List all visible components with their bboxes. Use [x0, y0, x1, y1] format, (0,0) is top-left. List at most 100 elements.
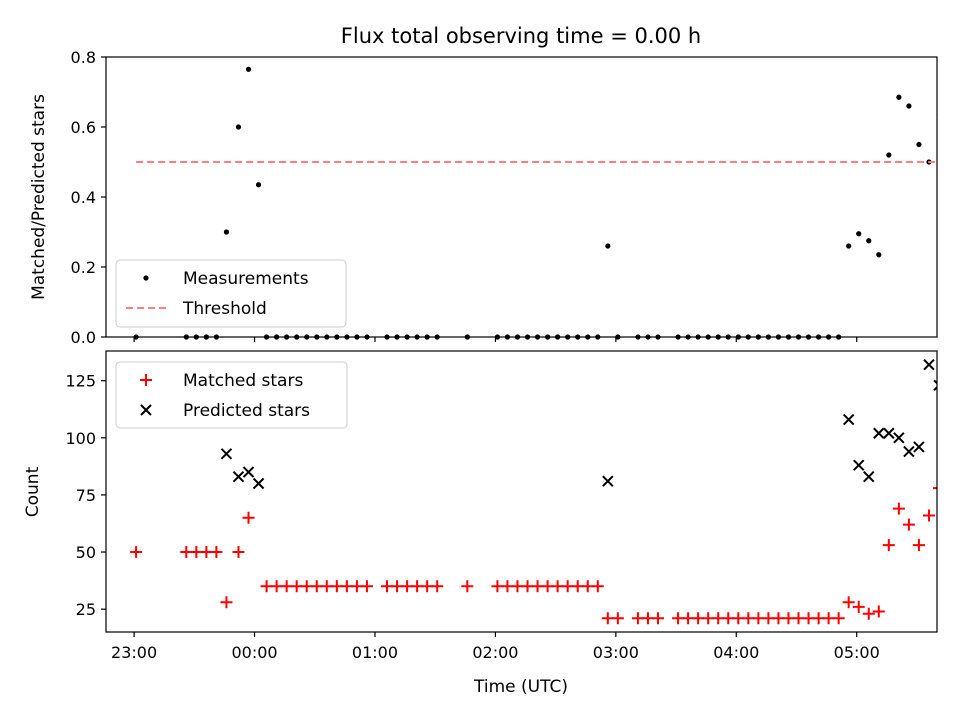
top-legend: Measurements Threshold [115, 259, 347, 328]
matched-stars-point [712, 612, 725, 625]
matched-stars-point [551, 580, 564, 593]
top-y-tick-label: 0.2 [71, 258, 96, 277]
predicted-stars-point [842, 413, 855, 426]
matched-stars-point [782, 612, 795, 625]
bottom-y-axis-label: Count [23, 466, 43, 517]
bottom-x-axis-label: Time (UTC) [473, 677, 568, 697]
bottom-y-tick-label: 75 [76, 486, 96, 505]
measurement-point [856, 231, 862, 237]
measurement-point [886, 152, 892, 158]
matched-stars-point [260, 580, 273, 593]
bottom-legend: Matched stars Predicted stars [115, 361, 348, 429]
legend-threshold-label: Threshold [182, 299, 267, 319]
matched-stars-point [842, 596, 855, 609]
bottom-series-group [130, 358, 937, 625]
matched-stars-point [320, 580, 333, 593]
matched-stars-point [802, 612, 815, 625]
matched-stars-point [210, 546, 223, 559]
matched-stars-point [290, 580, 303, 593]
matched-stars-point [631, 612, 644, 625]
predicted-stars-point [883, 427, 895, 439]
top-legend-box [115, 259, 347, 328]
matched-stars-point [812, 612, 825, 625]
matched-stars-point [130, 546, 143, 559]
bottom-x-tick-label: 03:00 [593, 643, 639, 662]
predicted-stars-point [903, 445, 915, 458]
matched-stars-point [461, 580, 474, 593]
predicted-stars-point [933, 379, 937, 391]
matched-stars-point [862, 607, 875, 620]
matched-stars-point [200, 546, 213, 559]
legend-matched-marker [140, 374, 152, 386]
matched-stars-point [491, 580, 504, 593]
matched-stars-point [581, 580, 594, 593]
matched-stars-point [672, 612, 685, 625]
bottom-y-tick-label: 100 [65, 429, 96, 448]
measurement-point [876, 252, 882, 258]
matched-stars-point [232, 546, 245, 559]
matched-stars-point [682, 612, 695, 625]
matched-stars-point [611, 612, 624, 625]
matched-stars-point [571, 580, 584, 593]
matched-stars-point [431, 580, 444, 593]
top-panel: 0.00.20.40.60.8 Matched/Predicted stars … [29, 48, 938, 347]
matched-stars-point [360, 580, 373, 593]
bottom-x-tick-label: 05:00 [834, 643, 880, 662]
legend-matched-label: Matched stars [183, 371, 303, 391]
matched-stars-point [310, 580, 323, 593]
chart-title: Flux total observing time = 0.00 h [341, 24, 701, 48]
predicted-stars-point [602, 475, 614, 487]
top-y-tick-label: 0.4 [71, 188, 96, 207]
matched-stars-point [561, 580, 574, 593]
measurement-point [906, 103, 912, 109]
legend-measurements-marker [143, 275, 149, 281]
predicted-stars-point [873, 427, 885, 439]
matched-stars-point [270, 580, 283, 593]
matched-stars-point [792, 612, 805, 625]
measurement-point [255, 182, 262, 188]
bottom-x-tick-label: 23:00 [111, 643, 157, 662]
matched-stars-point [531, 580, 544, 593]
matched-stars-point [651, 612, 664, 625]
matched-stars-point [220, 596, 233, 609]
predicted-stars-point [232, 470, 245, 483]
matched-stars-point [340, 580, 353, 593]
matched-stars-point [511, 580, 524, 593]
bottom-plot-marks [130, 358, 937, 625]
predicted-stars-point [853, 459, 865, 471]
matched-stars-point [242, 511, 255, 524]
matched-stars-point [882, 539, 895, 552]
top-axis-ticks: 0.0 0.2 0.4 0.6 0.8 [71, 48, 858, 347]
matched-stars-point [421, 580, 434, 593]
measurement-point [245, 66, 252, 72]
matched-stars-point [391, 580, 404, 593]
top-plot-frame [105, 56, 938, 338]
matched-stars-point [692, 612, 705, 625]
matched-stars-point [501, 580, 514, 593]
measurement-point [605, 243, 611, 249]
matched-stars-point [280, 580, 293, 593]
measurement-point [846, 243, 852, 249]
matched-stars-point [601, 612, 614, 625]
bottom-x-tick-label: 04:00 [713, 643, 759, 662]
predicted-stars-point [252, 477, 265, 490]
predicted-stars-point [863, 470, 875, 483]
matched-stars-point [822, 612, 835, 625]
predicted-stars-point [913, 441, 925, 453]
bottom-y-tick-label: 50 [76, 543, 96, 562]
measurement-point [896, 94, 902, 100]
bottom-x-tick-label: 00:00 [231, 643, 277, 662]
matched-stars-point [641, 612, 654, 625]
top-y-axis-label: Matched/Predicted stars [29, 94, 49, 300]
matched-stars-point [922, 509, 935, 522]
matched-stars-point [330, 580, 343, 593]
bottom-legend-box [115, 361, 348, 429]
matched-stars-point [902, 518, 915, 531]
measurement-point [223, 229, 230, 235]
matched-stars-point [832, 612, 845, 625]
top-y-tick-label: 0.6 [71, 118, 96, 137]
legend-predicted-label: Predicted stars [183, 401, 310, 421]
matched-stars-point [401, 580, 414, 593]
matched-stars-point [742, 612, 755, 625]
